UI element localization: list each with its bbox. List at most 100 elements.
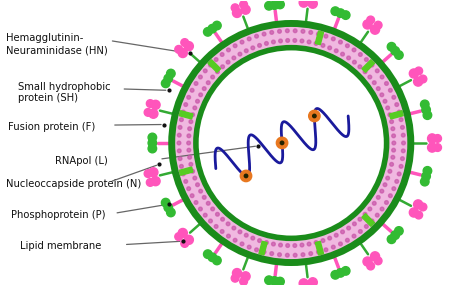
Circle shape	[286, 39, 290, 42]
Circle shape	[428, 134, 437, 143]
Circle shape	[181, 240, 189, 247]
Circle shape	[334, 49, 338, 53]
Circle shape	[149, 168, 158, 177]
Circle shape	[227, 234, 230, 238]
Circle shape	[390, 162, 393, 166]
Circle shape	[194, 82, 198, 85]
Circle shape	[368, 75, 372, 79]
Circle shape	[240, 242, 244, 246]
Circle shape	[309, 31, 312, 34]
Circle shape	[188, 127, 191, 131]
Circle shape	[188, 155, 191, 159]
Circle shape	[166, 69, 175, 78]
Text: Nucleoccapside protein (N): Nucleoccapside protein (N)	[6, 178, 141, 188]
Circle shape	[363, 20, 372, 29]
Circle shape	[399, 164, 403, 168]
Circle shape	[247, 37, 251, 41]
Circle shape	[196, 183, 200, 186]
Text: RNApol (L): RNApol (L)	[55, 156, 108, 166]
Circle shape	[164, 74, 173, 83]
Circle shape	[264, 41, 268, 45]
Circle shape	[202, 87, 206, 90]
Circle shape	[353, 222, 356, 226]
Circle shape	[280, 141, 284, 145]
Circle shape	[338, 242, 342, 246]
Circle shape	[423, 166, 432, 175]
Circle shape	[241, 272, 250, 281]
Circle shape	[336, 9, 345, 17]
Circle shape	[191, 113, 194, 117]
Circle shape	[367, 262, 374, 270]
Circle shape	[227, 48, 230, 52]
Circle shape	[309, 110, 320, 122]
Circle shape	[190, 194, 194, 198]
Circle shape	[262, 250, 266, 254]
Circle shape	[376, 87, 380, 90]
Circle shape	[374, 257, 382, 265]
Circle shape	[180, 164, 183, 168]
Circle shape	[331, 37, 335, 41]
Circle shape	[314, 241, 318, 245]
Circle shape	[213, 21, 221, 30]
Circle shape	[422, 172, 430, 180]
Circle shape	[373, 201, 376, 205]
Circle shape	[293, 29, 297, 33]
Circle shape	[358, 217, 362, 221]
Circle shape	[353, 60, 356, 64]
Circle shape	[175, 233, 182, 241]
Circle shape	[300, 243, 304, 247]
Circle shape	[276, 277, 284, 286]
Circle shape	[376, 196, 380, 199]
Text: Fusion protein (F): Fusion protein (F)	[8, 122, 95, 132]
Circle shape	[146, 100, 154, 108]
Circle shape	[434, 144, 441, 151]
Circle shape	[383, 183, 387, 186]
Circle shape	[363, 70, 367, 74]
Circle shape	[365, 58, 368, 61]
Circle shape	[238, 52, 242, 56]
Circle shape	[178, 48, 187, 57]
Circle shape	[386, 176, 390, 180]
Circle shape	[213, 256, 221, 265]
Circle shape	[232, 269, 242, 278]
Circle shape	[148, 139, 156, 147]
Circle shape	[415, 211, 423, 219]
Circle shape	[187, 187, 191, 190]
Circle shape	[278, 29, 282, 33]
Circle shape	[231, 274, 239, 282]
Circle shape	[308, 0, 317, 8]
Circle shape	[363, 212, 367, 216]
Circle shape	[380, 207, 384, 211]
Circle shape	[240, 40, 244, 44]
Circle shape	[214, 58, 218, 61]
Circle shape	[419, 203, 427, 211]
Circle shape	[293, 244, 297, 247]
Circle shape	[285, 29, 289, 33]
Circle shape	[193, 106, 197, 110]
Circle shape	[199, 93, 202, 97]
Circle shape	[279, 243, 283, 247]
Circle shape	[221, 217, 225, 221]
Circle shape	[352, 48, 356, 52]
Circle shape	[371, 252, 380, 261]
Circle shape	[428, 143, 437, 152]
Circle shape	[380, 75, 384, 79]
Circle shape	[245, 49, 248, 53]
Circle shape	[401, 157, 404, 160]
Circle shape	[307, 242, 311, 246]
Circle shape	[387, 235, 396, 243]
Circle shape	[387, 43, 396, 51]
Circle shape	[352, 234, 356, 238]
Polygon shape	[390, 111, 403, 119]
Circle shape	[251, 46, 255, 50]
Circle shape	[397, 110, 401, 114]
Circle shape	[272, 242, 275, 246]
Circle shape	[391, 231, 400, 239]
Circle shape	[187, 141, 191, 145]
Circle shape	[208, 24, 217, 33]
Circle shape	[346, 44, 349, 47]
Circle shape	[279, 39, 283, 43]
Circle shape	[206, 81, 210, 85]
Circle shape	[226, 222, 230, 226]
Circle shape	[401, 133, 405, 137]
